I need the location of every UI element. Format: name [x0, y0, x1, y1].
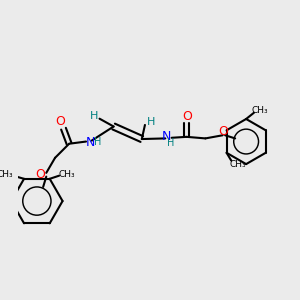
- Text: N: N: [162, 130, 171, 143]
- Text: CH₃: CH₃: [229, 160, 246, 169]
- Text: CH₃: CH₃: [58, 169, 75, 178]
- Text: N: N: [85, 136, 95, 149]
- Text: O: O: [218, 125, 228, 138]
- Text: H: H: [167, 138, 174, 148]
- Text: H: H: [147, 117, 155, 127]
- Text: O: O: [56, 115, 65, 128]
- Text: O: O: [183, 110, 193, 123]
- Text: H: H: [90, 111, 98, 121]
- Text: CH₃: CH₃: [0, 169, 14, 178]
- Text: CH₃: CH₃: [251, 106, 268, 115]
- Text: O: O: [35, 168, 45, 181]
- Text: H: H: [94, 137, 101, 147]
